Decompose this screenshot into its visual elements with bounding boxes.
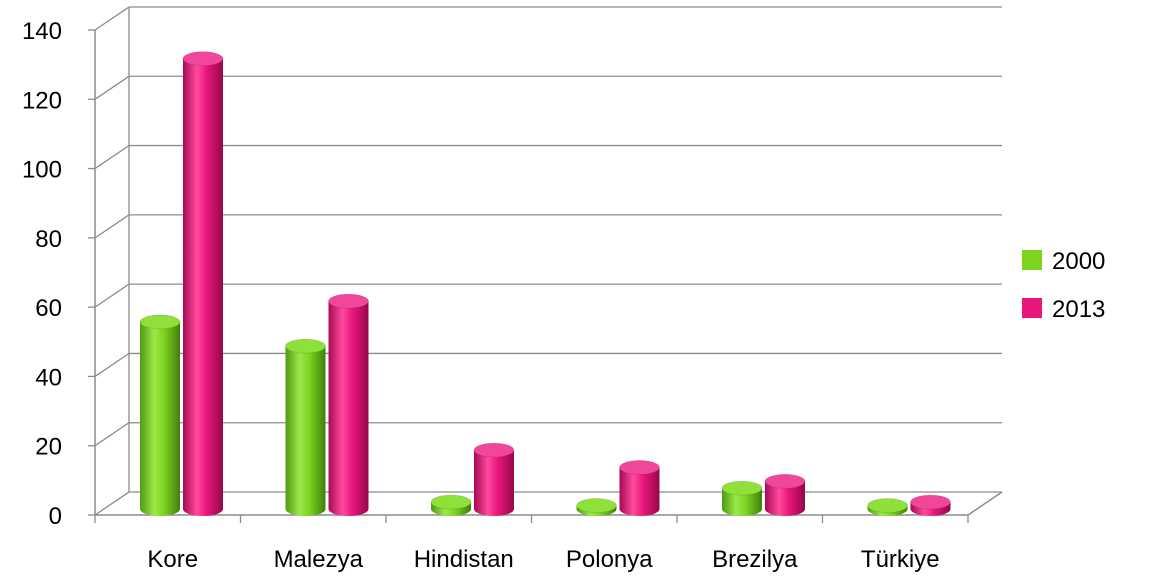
x-tick-label-5: Türkiye: [861, 546, 940, 573]
gridline-side-100: [94, 145, 130, 170]
bar-top: [619, 460, 660, 475]
bar-body: [285, 346, 326, 516]
bar-body: [183, 58, 223, 517]
floor-right-edge: [967, 491, 1003, 516]
bar-top: [430, 494, 472, 510]
legend-swatch-2000: [1022, 250, 1042, 270]
bar-top: [473, 442, 515, 458]
axes: [88, 7, 1003, 523]
axis-labels: 0 20 40 60 80 100 120 140 Kore Malezya Hindistan Po…: [22, 18, 940, 573]
y-tick-label-120: 120: [22, 87, 62, 114]
bar-top: [576, 498, 617, 513]
gridline-side-60: [94, 283, 130, 308]
x-tick-label-3: Polonya: [566, 546, 653, 573]
y-tick-label-140: 140: [22, 18, 62, 45]
legend-label-2013: 2013: [1052, 296, 1105, 323]
y-tick-label-20: 20: [35, 434, 62, 461]
bar-top: [182, 51, 224, 67]
bar-body: [619, 467, 660, 516]
bar-body: [765, 481, 805, 516]
bar-2013-1: [328, 293, 369, 516]
bar-body: [328, 301, 369, 516]
gridline-side-140: [94, 6, 130, 31]
legend: 2000 2013: [1022, 248, 1105, 323]
y-tick-label-0: 0: [49, 503, 62, 530]
gridline-side-40: [94, 352, 130, 377]
bar-2013-2: [473, 442, 515, 516]
gridline-side-120: [94, 75, 130, 100]
bar-2000-4: [721, 480, 763, 516]
bar-top: [867, 498, 908, 513]
bar-top: [910, 494, 951, 510]
bar-2000-5: [867, 498, 908, 516]
y-tick-label-80: 80: [35, 226, 62, 253]
legend-label-2000: 2000: [1052, 248, 1105, 275]
x-tick-label-0: Kore: [147, 546, 198, 573]
gridline-side-0: [94, 491, 130, 516]
bar-2000-3: [576, 498, 617, 516]
x-tick-label-1: Malezya: [274, 546, 364, 573]
bar-2000-1: [285, 338, 326, 516]
bar-2013-5: [910, 494, 951, 516]
gridlines: [94, 6, 1002, 516]
x-tick-label-4: Brezilya: [712, 546, 798, 573]
bar-2013-3: [619, 460, 660, 516]
bar-top: [764, 473, 806, 489]
y-tick-label-60: 60: [35, 295, 62, 322]
gridline-side-20: [94, 422, 130, 447]
bar-2013-4: [764, 473, 806, 516]
bar-top: [139, 314, 181, 330]
bar-top: [721, 480, 763, 496]
legend-swatch-2013: [1022, 298, 1042, 318]
bars: [139, 51, 951, 517]
x-tick-label-2: Hindistan: [414, 546, 514, 573]
bar-2013-0: [182, 51, 224, 517]
gridline-side-80: [94, 214, 130, 239]
bar-body: [140, 321, 180, 516]
y-tick-label-40: 40: [35, 364, 62, 391]
y-tick-label-100: 100: [22, 157, 62, 184]
bar-top: [285, 338, 326, 354]
bar-2000-0: [139, 314, 181, 516]
bar-2000-2: [430, 494, 472, 516]
bar-body: [474, 450, 514, 516]
bar-top: [328, 293, 369, 309]
bar-body: [722, 488, 762, 516]
